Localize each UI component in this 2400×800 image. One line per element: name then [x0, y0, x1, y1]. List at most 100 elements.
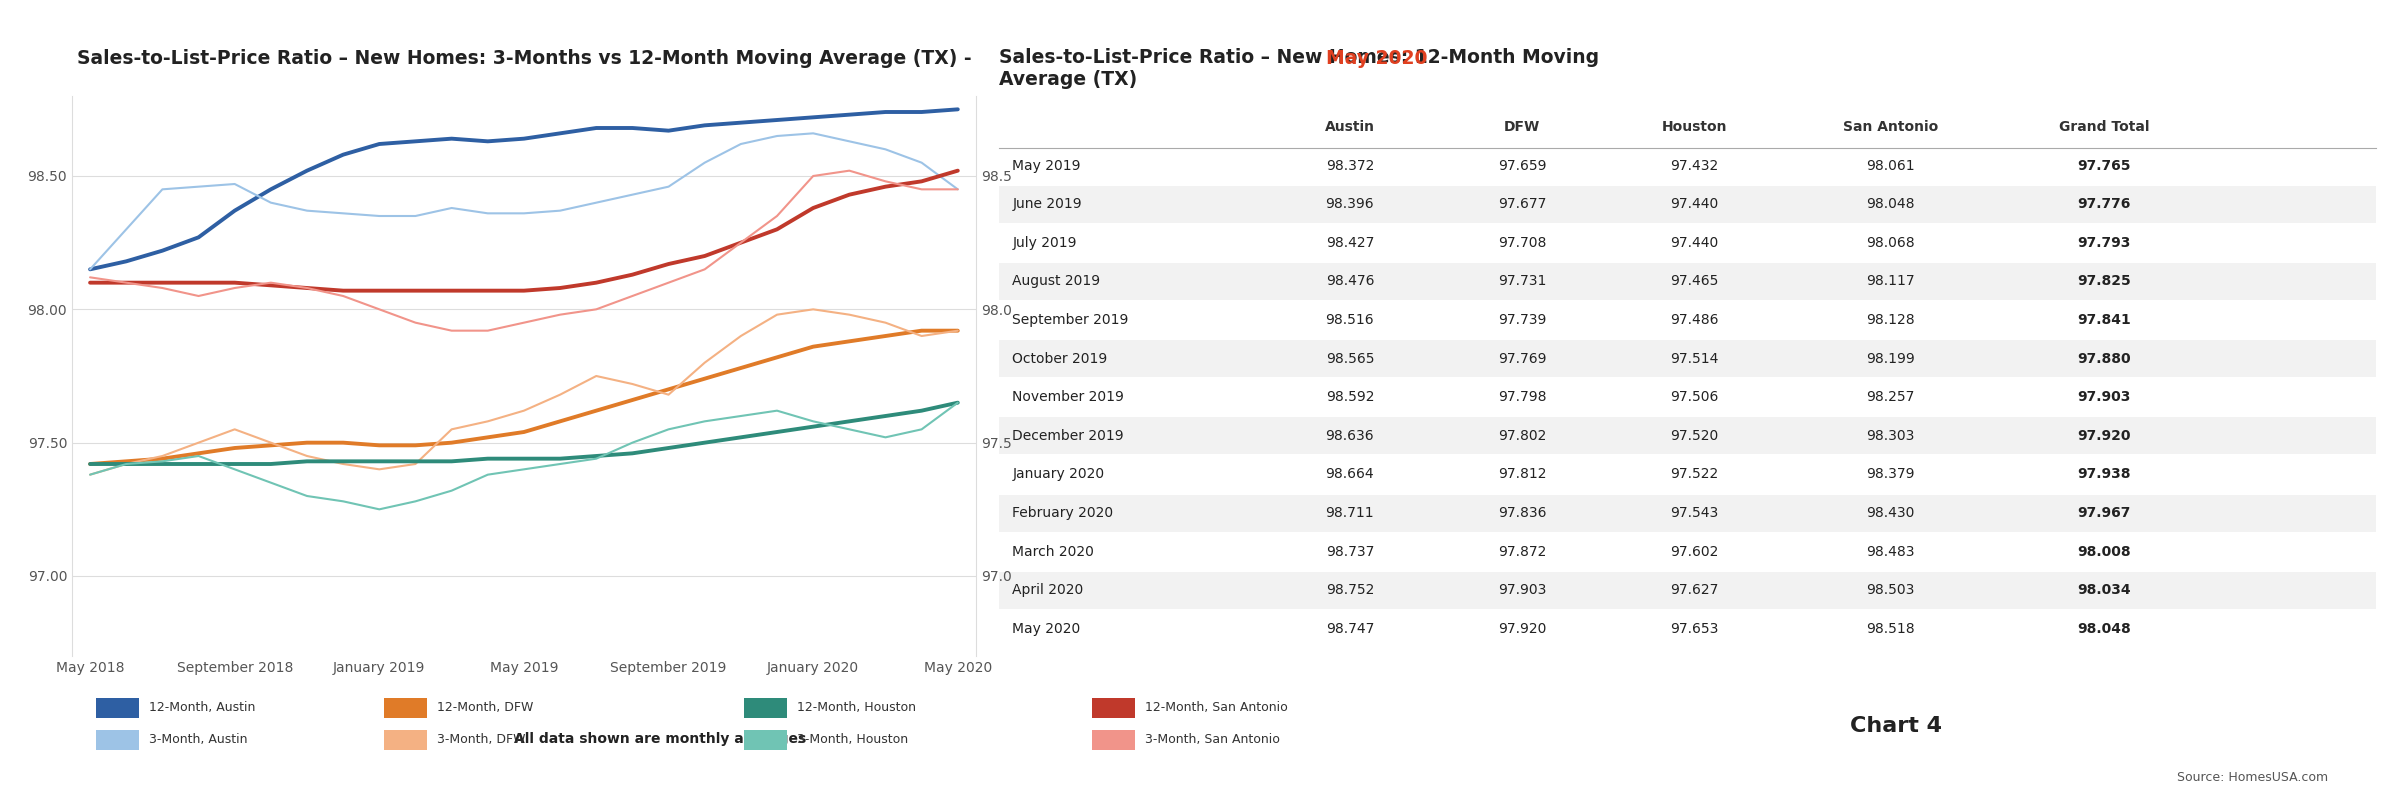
Text: 98.068: 98.068	[1867, 236, 1915, 250]
FancyBboxPatch shape	[998, 418, 2376, 454]
Text: 97.765: 97.765	[2078, 158, 2131, 173]
Text: November 2019: November 2019	[1013, 390, 1123, 404]
Text: 12-Month, Austin: 12-Month, Austin	[149, 702, 254, 714]
Text: 97.708: 97.708	[1498, 236, 1546, 250]
Text: 98.427: 98.427	[1325, 236, 1375, 250]
Text: July 2019: July 2019	[1013, 236, 1078, 250]
Text: 3-Month, Houston: 3-Month, Houston	[797, 734, 907, 746]
Text: 98.061: 98.061	[1867, 158, 1915, 173]
Text: 98.518: 98.518	[1867, 622, 1915, 636]
Text: 98.379: 98.379	[1867, 467, 1915, 482]
Text: 97.872: 97.872	[1498, 545, 1546, 558]
Text: 97.802: 97.802	[1498, 429, 1546, 443]
Text: 98.048: 98.048	[2076, 622, 2131, 636]
FancyBboxPatch shape	[998, 610, 2376, 647]
Text: May 2019: May 2019	[1013, 158, 1080, 173]
FancyBboxPatch shape	[998, 494, 2376, 532]
Text: 97.903: 97.903	[1498, 583, 1546, 598]
FancyBboxPatch shape	[998, 302, 2376, 338]
Text: Source: HomesUSA.com: Source: HomesUSA.com	[2177, 771, 2328, 784]
Text: 97.967: 97.967	[2078, 506, 2131, 520]
Text: 97.825: 97.825	[2076, 274, 2131, 288]
Text: 97.514: 97.514	[1670, 352, 1718, 366]
Text: 98.503: 98.503	[1867, 583, 1915, 598]
Text: 98.664: 98.664	[1325, 467, 1375, 482]
Text: 97.798: 97.798	[1498, 390, 1546, 404]
FancyBboxPatch shape	[998, 533, 2376, 570]
Text: October 2019: October 2019	[1013, 352, 1109, 366]
Text: 98.117: 98.117	[1867, 274, 1915, 288]
Text: 97.653: 97.653	[1670, 622, 1718, 636]
Text: 97.812: 97.812	[1498, 467, 1546, 482]
Text: Austin: Austin	[1325, 120, 1375, 134]
Text: 98.257: 98.257	[1867, 390, 1915, 404]
Text: All data shown are monthly averages: All data shown are monthly averages	[514, 732, 806, 746]
Text: 98.128: 98.128	[1867, 313, 1915, 327]
Text: 98.303: 98.303	[1867, 429, 1915, 443]
Text: March 2020: March 2020	[1013, 545, 1094, 558]
Text: 97.920: 97.920	[2078, 429, 2131, 443]
Text: 97.440: 97.440	[1670, 236, 1718, 250]
FancyBboxPatch shape	[998, 224, 2376, 262]
Text: 98.737: 98.737	[1325, 545, 1375, 558]
Text: Chart 4: Chart 4	[1850, 716, 1942, 736]
Text: 3-Month, San Antonio: 3-Month, San Antonio	[1145, 734, 1279, 746]
Text: 97.731: 97.731	[1498, 274, 1546, 288]
FancyBboxPatch shape	[998, 456, 2376, 493]
Text: DFW: DFW	[1505, 120, 1541, 134]
Text: September 2019: September 2019	[1013, 313, 1128, 327]
Text: Sales-to-List-Price Ratio – New Homes: 3-Months vs 12-Month Moving Average (TX) : Sales-to-List-Price Ratio – New Homes: 3…	[77, 49, 977, 68]
Text: Sales-to-List-Price Ratio – New Homes: 12-Month Moving
Average (TX): Sales-to-List-Price Ratio – New Homes: 1…	[998, 48, 1598, 89]
Text: 97.506: 97.506	[1670, 390, 1718, 404]
Text: 97.465: 97.465	[1670, 274, 1718, 288]
Text: 98.430: 98.430	[1867, 506, 1915, 520]
FancyBboxPatch shape	[998, 340, 2376, 377]
Text: 97.432: 97.432	[1670, 158, 1718, 173]
Text: 98.636: 98.636	[1325, 429, 1375, 443]
Text: 98.711: 98.711	[1325, 506, 1375, 520]
Text: 12-Month, DFW: 12-Month, DFW	[437, 702, 533, 714]
Text: 97.543: 97.543	[1670, 506, 1718, 520]
Text: 97.520: 97.520	[1670, 429, 1718, 443]
FancyBboxPatch shape	[998, 378, 2376, 416]
Text: 97.836: 97.836	[1498, 506, 1546, 520]
Text: 98.199: 98.199	[1867, 352, 1915, 366]
Text: 97.486: 97.486	[1670, 313, 1718, 327]
Text: 97.920: 97.920	[1498, 622, 1546, 636]
FancyBboxPatch shape	[998, 147, 2376, 184]
Text: 97.659: 97.659	[1498, 158, 1546, 173]
Text: 97.440: 97.440	[1670, 197, 1718, 211]
Text: 97.880: 97.880	[2076, 352, 2131, 366]
Text: February 2020: February 2020	[1013, 506, 1114, 520]
Text: 97.769: 97.769	[1498, 352, 1546, 366]
Text: 98.372: 98.372	[1325, 158, 1375, 173]
Text: 97.841: 97.841	[2076, 313, 2131, 327]
Text: April 2020: April 2020	[1013, 583, 1085, 598]
Text: 97.627: 97.627	[1670, 583, 1718, 598]
Text: 98.483: 98.483	[1867, 545, 1915, 558]
Text: 98.516: 98.516	[1325, 313, 1375, 327]
Text: Houston: Houston	[1661, 120, 1728, 134]
FancyBboxPatch shape	[998, 572, 2376, 609]
Text: Grand Total: Grand Total	[2059, 120, 2150, 134]
Text: 97.677: 97.677	[1498, 197, 1546, 211]
Text: 98.396: 98.396	[1325, 197, 1375, 211]
Text: 97.776: 97.776	[2078, 197, 2131, 211]
Text: 98.592: 98.592	[1325, 390, 1375, 404]
Text: 98.752: 98.752	[1325, 583, 1375, 598]
Text: 97.793: 97.793	[2078, 236, 2131, 250]
Text: May 2020: May 2020	[1327, 49, 1428, 68]
Text: January 2020: January 2020	[1013, 467, 1104, 482]
Text: 3-Month, Austin: 3-Month, Austin	[149, 734, 247, 746]
Text: 98.034: 98.034	[2076, 583, 2131, 598]
Text: 97.739: 97.739	[1498, 313, 1546, 327]
Text: 97.903: 97.903	[2078, 390, 2131, 404]
FancyBboxPatch shape	[998, 186, 2376, 222]
Text: 12-Month, San Antonio: 12-Month, San Antonio	[1145, 702, 1286, 714]
Text: 98.008: 98.008	[2076, 545, 2131, 558]
Text: 3-Month, DFW: 3-Month, DFW	[437, 734, 526, 746]
Text: June 2019: June 2019	[1013, 197, 1082, 211]
Text: 98.565: 98.565	[1325, 352, 1375, 366]
Text: August 2019: August 2019	[1013, 274, 1102, 288]
Text: 98.476: 98.476	[1325, 274, 1375, 288]
